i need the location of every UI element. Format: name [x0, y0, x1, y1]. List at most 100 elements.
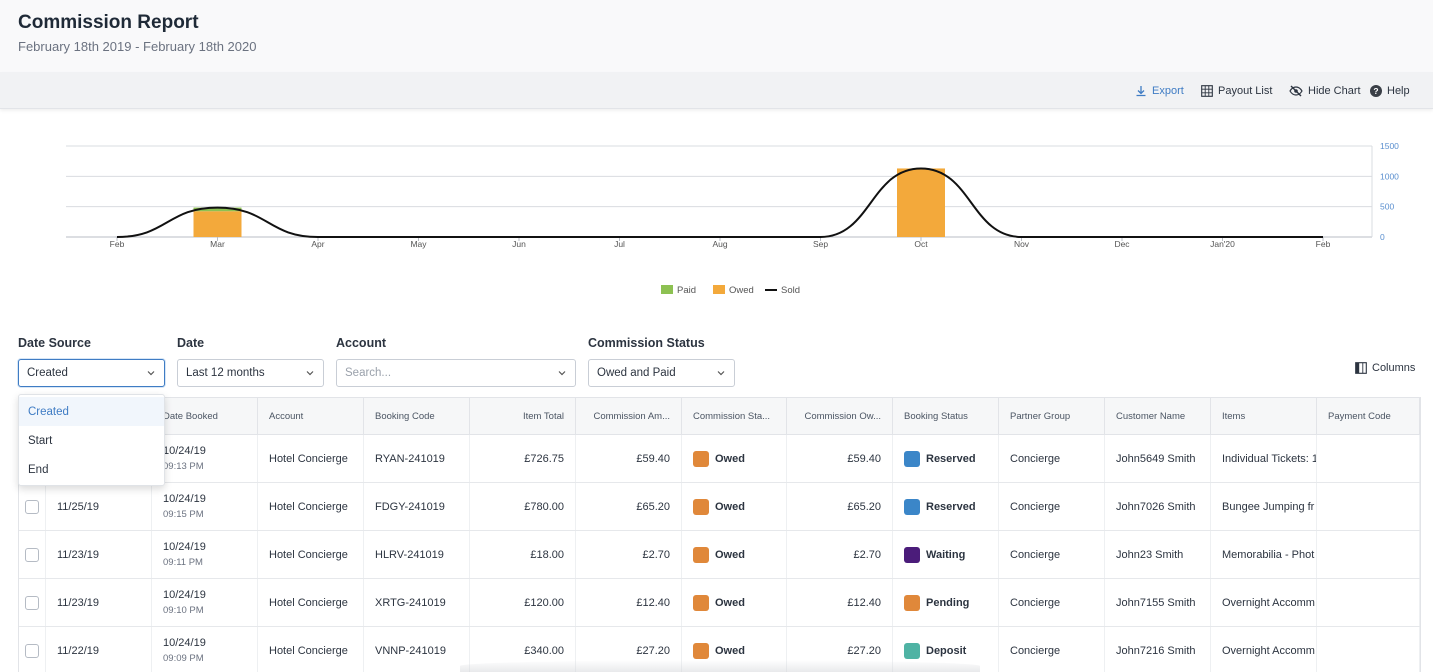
booking-status-cell: Reserved — [893, 435, 999, 482]
booking-status-header[interactable]: Booking Status — [893, 398, 999, 435]
item-total-header[interactable]: Item Total — [470, 398, 576, 435]
commission-status-cell: Owed — [682, 483, 787, 530]
row-checkbox-cell[interactable] — [19, 483, 46, 530]
status-swatch — [904, 546, 920, 563]
customer-name-header[interactable]: Customer Name — [1105, 398, 1211, 435]
booking-status-text: Reserved — [926, 500, 976, 513]
page-title: Commission Report — [18, 12, 199, 33]
account-name: Hotel Concierge — [269, 500, 348, 513]
date-value: 11/25/19 — [57, 500, 100, 513]
table-row[interactable]: 10/24/19 09:13 PM Hotel Concierge RYAN-2410… — [19, 435, 1420, 483]
booked-date: 10/24/19 — [163, 492, 206, 505]
chevron-down-icon — [558, 371, 566, 376]
row-checkbox-cell[interactable] — [19, 531, 46, 578]
row-checkbox[interactable] — [25, 595, 39, 610]
booked-time: 09:15 PM — [163, 508, 204, 520]
date-source-select[interactable]: Created — [18, 359, 165, 387]
y-tick-label: 0 — [1380, 232, 1385, 242]
commission-chart-svg: 1500 1000 500 0 Feb Mar Apr May Jun Jul Aug Sep Oct N… — [66, 141, 1399, 296]
commission-owed-header[interactable]: Commission Ow... — [787, 398, 893, 435]
booked-date: 10/24/19 — [163, 636, 206, 649]
booking-code-cell[interactable]: FDGY-241019 — [364, 483, 470, 530]
date-source-option-start[interactable]: Start — [28, 434, 53, 447]
account-search-select[interactable]: Search... — [336, 359, 576, 387]
date-value: 11/23/19 — [57, 596, 100, 609]
chevron-down-icon — [717, 371, 725, 376]
date-source-option-created[interactable]: Created — [19, 397, 164, 426]
booking-code-cell[interactable]: RYAN-241019 — [364, 435, 470, 482]
commission-status-header[interactable]: Commission Sta... — [682, 398, 787, 435]
booked-time: 09:11 PM — [163, 556, 203, 568]
x-tick-label: Jan'20 — [1210, 239, 1235, 249]
y-tick-label: 1500 — [1380, 141, 1399, 151]
table-row[interactable]: 11/23/19 10/24/19 09:10 PM Hotel Concierge X… — [19, 579, 1420, 627]
booked-time: 09:09 PM — [163, 652, 204, 664]
partner-group-cell: Concierge — [999, 531, 1105, 578]
commission-status-label: Commission Status — [588, 336, 705, 350]
row-checkbox[interactable] — [25, 547, 39, 562]
x-tick-label: Sep — [813, 239, 828, 249]
commission-owed: £59.40 — [847, 452, 881, 465]
payment-code-cell — [1317, 435, 1420, 482]
hide-chart-button[interactable]: Hide Chart — [1289, 72, 1361, 109]
booking-code: HLRV-241019 — [375, 548, 444, 561]
commission-amount-cell: £59.40 — [576, 435, 682, 482]
commission-amount-header[interactable]: Commission Am... — [576, 398, 682, 435]
row-checkbox-cell[interactable] — [19, 579, 46, 626]
commission-status-select[interactable]: Owed and Paid — [588, 359, 735, 387]
payout-list-button[interactable]: Payout List — [1201, 72, 1272, 109]
item-total-cell: £120.00 — [470, 579, 576, 626]
date-booked-header[interactable]: Date Booked — [152, 398, 258, 435]
export-label: Export — [1152, 84, 1184, 97]
row-checkbox-cell[interactable] — [19, 627, 46, 672]
commission-status-badge: Owed — [693, 642, 745, 659]
date-select[interactable]: Last 12 months — [177, 359, 324, 387]
booking-status-cell: Reserved — [893, 483, 999, 530]
columns-button[interactable]: Columns — [1355, 362, 1415, 374]
export-button[interactable]: Export — [1135, 72, 1184, 109]
date-source-option-end[interactable]: End — [28, 463, 49, 476]
items-header[interactable]: Items — [1211, 398, 1317, 435]
commission-status-value: Owed and Paid — [597, 367, 676, 379]
date-source-value: Created — [27, 367, 68, 379]
booked-date: 10/24/19 — [163, 444, 206, 457]
item-total-cell: £18.00 — [470, 531, 576, 578]
account-cell: Hotel Concierge — [258, 483, 364, 530]
booking-code-cell[interactable]: VNNP-241019 — [364, 627, 470, 672]
x-tick-label: Nov — [1014, 239, 1030, 249]
customer-name-cell: John7026 Smith — [1105, 483, 1211, 530]
booking-code-cell[interactable]: XRTG-241019 — [364, 579, 470, 626]
row-checkbox[interactable] — [25, 643, 39, 658]
account-name: Hotel Concierge — [269, 548, 348, 561]
booking-code-cell[interactable]: HLRV-241019 — [364, 531, 470, 578]
commission-status-cell: Owed — [682, 435, 787, 482]
help-button[interactable]: ? Help — [1370, 72, 1410, 109]
commission-amount-cell: £27.20 — [576, 627, 682, 672]
customer-name: John7155 Smith — [1116, 596, 1196, 609]
item-total: £726.75 — [524, 452, 564, 465]
booking-code-header[interactable]: Booking Code — [364, 398, 470, 435]
partner-group-header[interactable]: Partner Group — [999, 398, 1105, 435]
items-cell: Overnight Accomm — [1211, 627, 1317, 672]
date-booked-cell: 10/24/19 09:09 PM — [152, 627, 258, 672]
date-booked-cell: 10/24/19 09:13 PM — [152, 435, 258, 482]
account-label: Account — [336, 336, 386, 350]
table-row[interactable]: 11/25/19 10/24/19 09:15 PM Hotel Concierge F… — [19, 483, 1420, 531]
y-tick-label: 1000 — [1380, 171, 1399, 181]
booking-status-text: Reserved — [926, 452, 976, 465]
partner-group-cell: Concierge — [999, 435, 1105, 482]
customer-name: John7026 Smith — [1116, 500, 1196, 513]
commission-amount: £2.70 — [642, 548, 670, 561]
account-name: Hotel Concierge — [269, 644, 348, 657]
payment-code-cell — [1317, 483, 1420, 530]
account-header[interactable]: Account — [258, 398, 364, 435]
row-checkbox[interactable] — [25, 499, 39, 514]
booking-status-badge: Waiting — [904, 546, 966, 563]
x-tick-label: Dec — [1114, 239, 1130, 249]
items-cell: Memorabilia - Phot — [1211, 531, 1317, 578]
table-row[interactable]: 11/23/19 10/24/19 09:11 PM Hotel Concierge H… — [19, 531, 1420, 579]
payment-code-header[interactable]: Payment Code — [1317, 398, 1420, 435]
report-toolbar: Export Payout List Hide Chart ? Help — [0, 72, 1433, 109]
booking-status-text: Waiting — [926, 548, 966, 561]
table-row[interactable]: 11/22/19 10/24/19 09:09 PM Hotel Concierge V… — [19, 627, 1420, 672]
